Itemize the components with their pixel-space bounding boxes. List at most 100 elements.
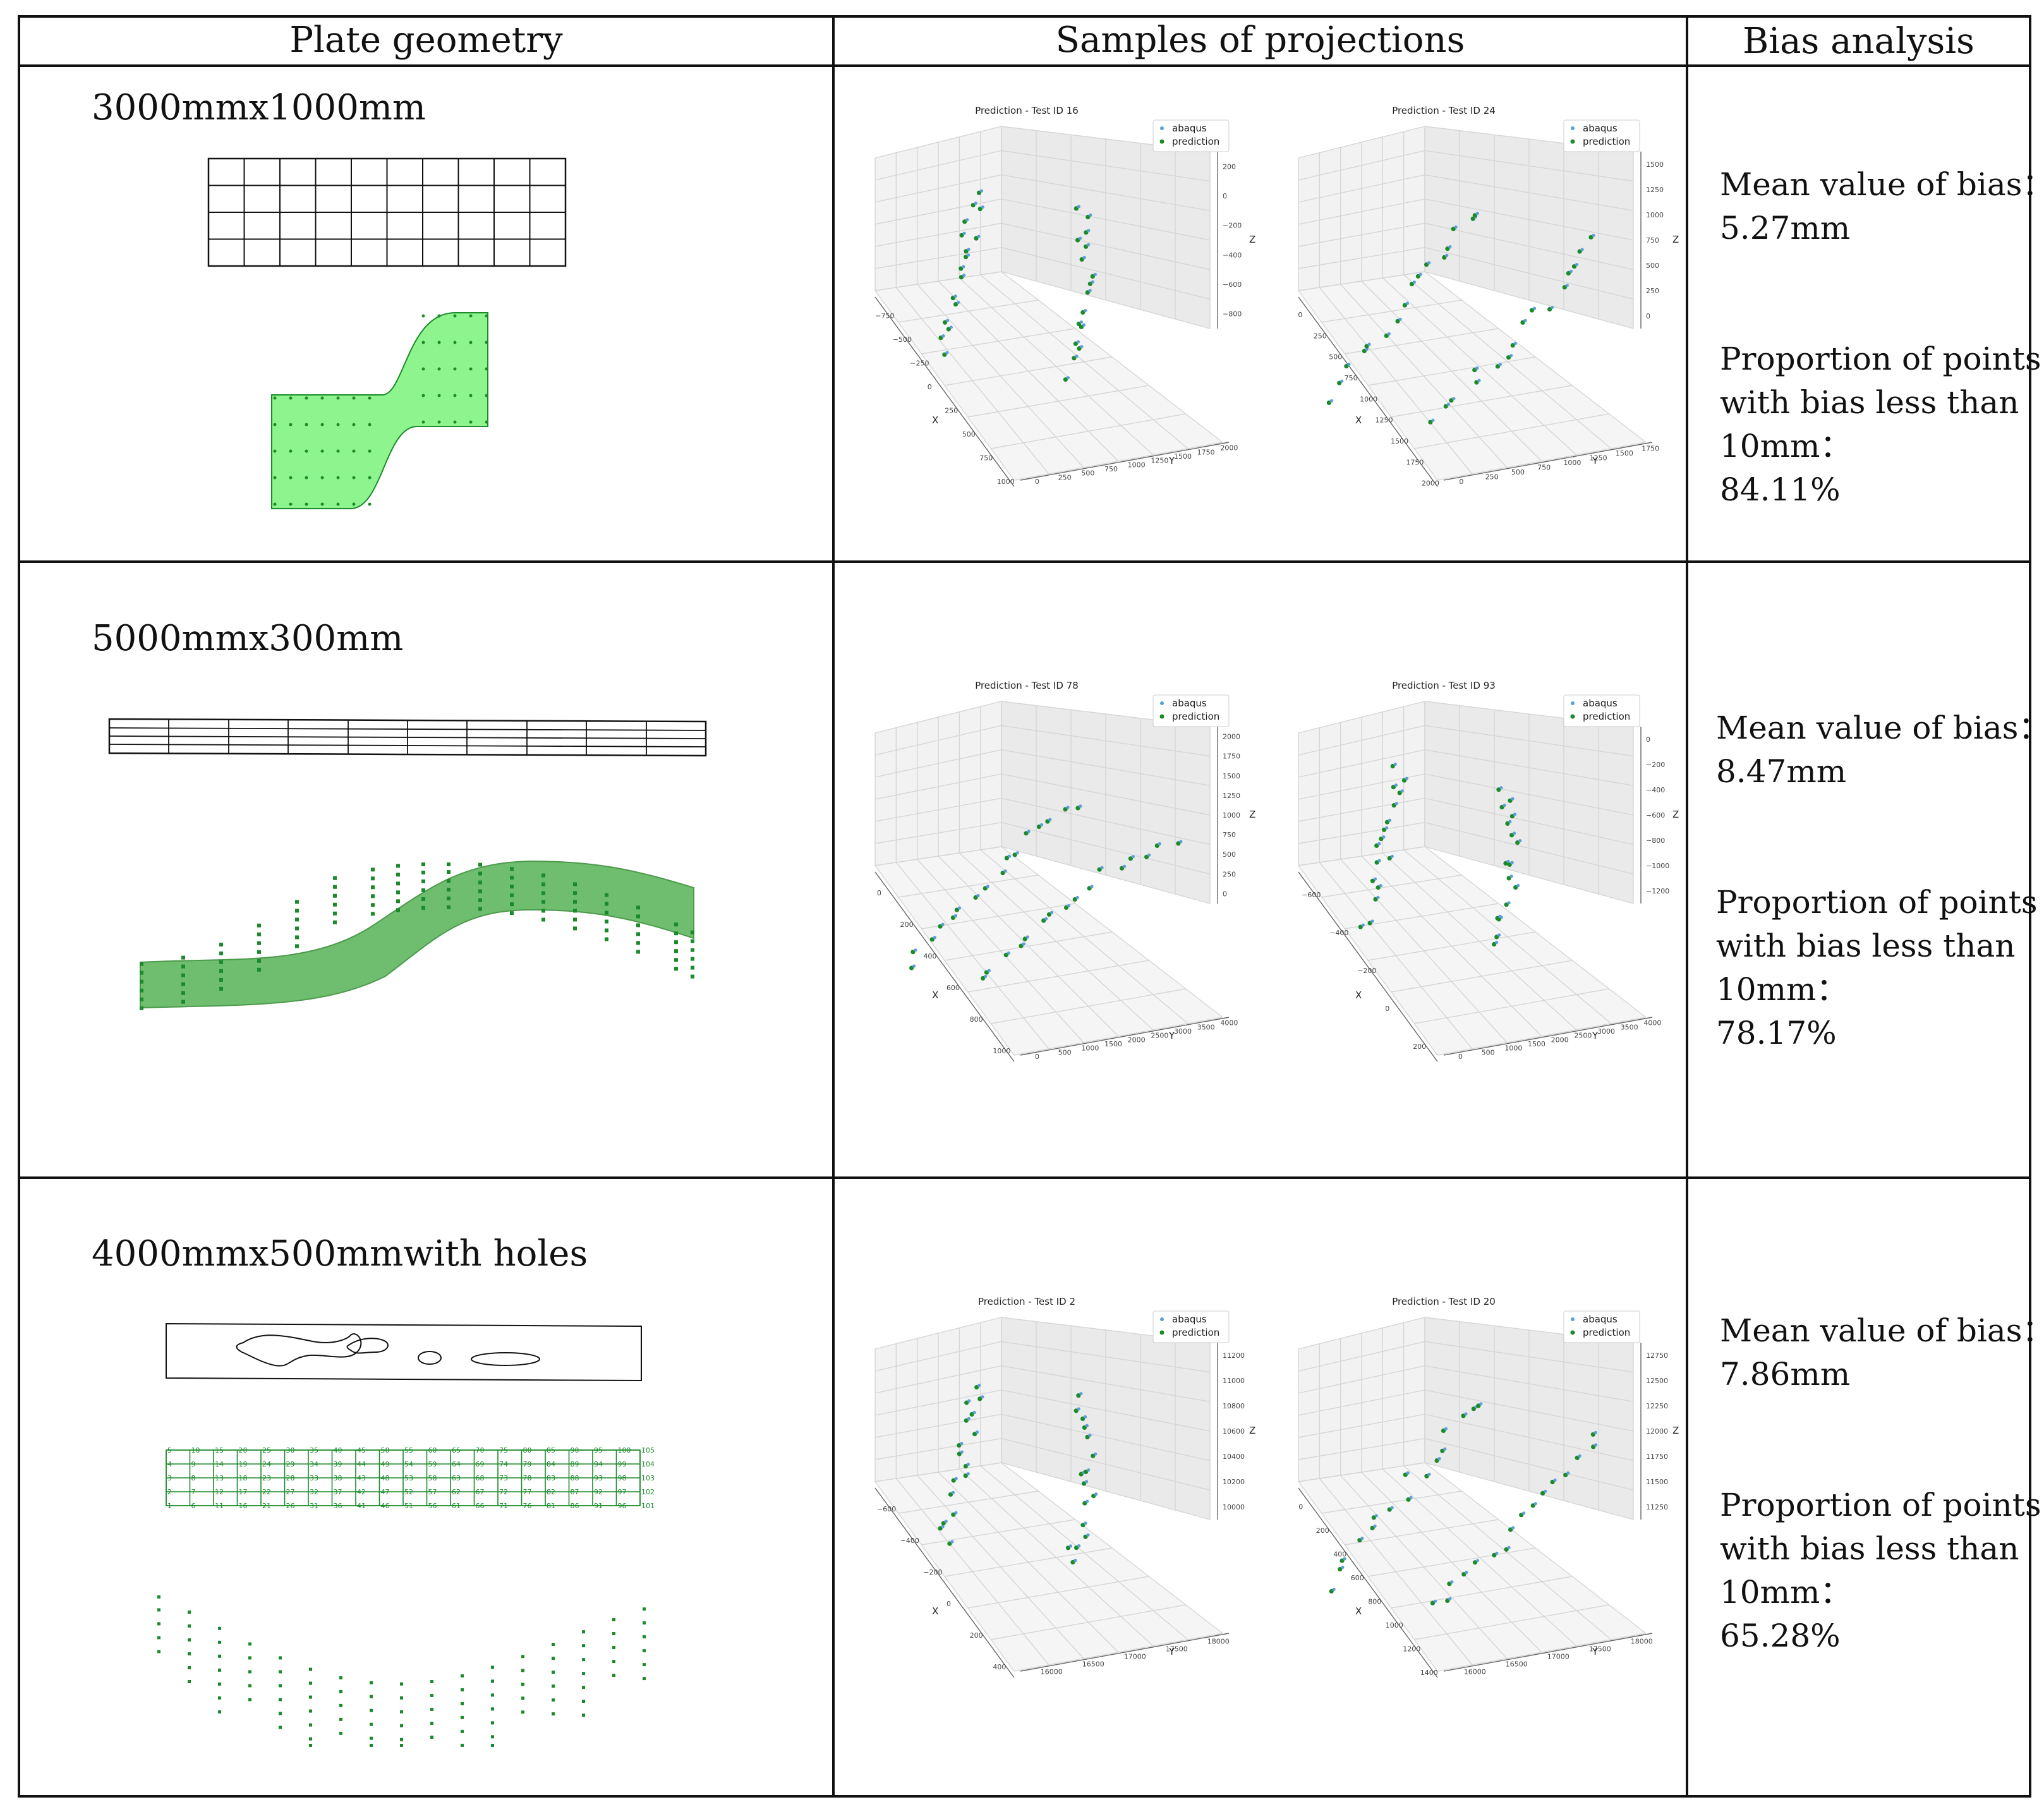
abaqus-point (1405, 301, 1409, 305)
abaqus-point (981, 205, 984, 209)
node-number: 13 (215, 1474, 224, 1482)
legend-label-abaqus: abaqus (1172, 1314, 1207, 1325)
bias-analysis-row-2: Mean value of bias： 8.47mm Proportion of… (1716, 706, 2044, 1055)
node-number: 78 (523, 1474, 532, 1482)
node-dot (248, 1670, 251, 1674)
node-dot (218, 1654, 221, 1658)
mesh-diagram-3000x1000 (207, 157, 567, 267)
projection-plot-test-78: Prediction - Test ID 78 abaqus prediction 0… (874, 680, 1255, 1062)
abaqus-point (1580, 248, 1584, 251)
node-number: 38 (334, 1474, 342, 1482)
abaqus-point (1027, 830, 1031, 833)
node-dot (421, 394, 425, 397)
legend-marker-prediction (1159, 1330, 1164, 1335)
y-tick-label: 1750 (1197, 448, 1215, 456)
x-tick-label: 1000 (1386, 1621, 1403, 1630)
abaqus-point (1475, 212, 1479, 215)
z-tick-label: 0 (1223, 192, 1227, 200)
node-number: 104 (641, 1460, 654, 1468)
y-tick-label: 2000 (1220, 444, 1238, 452)
legend-marker-abaqus (1571, 1317, 1575, 1321)
deformed-plate-3000x1000 (271, 312, 488, 509)
node-dot (582, 1700, 585, 1703)
node-dot (188, 1652, 191, 1655)
node-dot (218, 1640, 221, 1644)
node-dot (320, 423, 324, 426)
node-number: 68 (476, 1474, 485, 1482)
node-dot (582, 1686, 585, 1690)
node-dot (447, 897, 451, 901)
table-border-left (18, 15, 20, 1798)
y-tick-label: 18000 (1631, 1637, 1653, 1645)
node-dot (309, 1744, 312, 1747)
node-number: 89 (571, 1460, 579, 1468)
proportion-value: 84.11% (1720, 471, 1841, 508)
node-dot (181, 982, 185, 986)
node-number: 4 (167, 1460, 172, 1468)
plot-title: Prediction - Test ID 20 (1392, 1296, 1496, 1307)
abaqus-point (1075, 354, 1079, 358)
node-dot (352, 396, 356, 400)
node-dot (181, 991, 185, 995)
node-dot (333, 885, 337, 889)
node-dot (469, 341, 473, 344)
z-tick-label: −400 (1223, 251, 1242, 259)
node-dot (491, 1735, 494, 1739)
abaqus-point (1077, 205, 1080, 209)
abaqus-point (1347, 363, 1351, 366)
abaqus-point (946, 318, 950, 322)
node-number: 87 (571, 1488, 579, 1496)
node-dot (521, 1696, 524, 1700)
node-dot (461, 1715, 464, 1719)
node-dot (295, 935, 299, 940)
x-axis-label: X (932, 414, 938, 426)
y-tick-label: 3500 (1621, 1023, 1638, 1031)
x-tick-label: 0 (1385, 1005, 1389, 1013)
abaqus-point (1464, 1412, 1468, 1416)
node-dot (248, 1684, 251, 1688)
node-number: 51 (404, 1502, 413, 1510)
node-dot (140, 970, 143, 975)
abaqus-point (1073, 1558, 1077, 1563)
plot-legend: abaqus prediction (1152, 1310, 1230, 1343)
abaqus-point (1131, 855, 1135, 859)
y-tick-label: 1500 (1104, 1040, 1122, 1048)
x-tick-label: 1500 (1391, 437, 1408, 445)
abaqus-point (979, 189, 984, 193)
node-dot (612, 1632, 615, 1636)
y-tick-label: 1000 (1563, 459, 1581, 467)
y-tick-label: 500 (1511, 468, 1525, 476)
node-number: 97 (618, 1488, 627, 1496)
y-tick-label: 1750 (1642, 444, 1659, 452)
node-dot (636, 932, 640, 936)
node-dot (510, 902, 514, 907)
node-dot (430, 1679, 433, 1683)
abaqus-point (1498, 363, 1502, 366)
mean-bias-value: 5.27mm (1720, 210, 1851, 246)
z-tick-label: 12500 (1646, 1377, 1668, 1385)
node-number: 77 (523, 1488, 532, 1496)
z-tick-label: 12750 (1646, 1351, 1668, 1360)
node-dot (370, 1722, 373, 1726)
abaqus-point (1003, 869, 1007, 873)
row-divider-2 (18, 1176, 2031, 1179)
node-dot (333, 920, 337, 924)
z-axis-label: Z (1249, 809, 1255, 820)
node-dot (289, 449, 293, 453)
node-dot (453, 367, 457, 371)
node-dot (279, 1684, 282, 1688)
abaqus-point (1066, 376, 1070, 380)
node-dot (371, 912, 375, 916)
node-number: 91 (594, 1502, 603, 1510)
plot-legend: abaqus prediction (1152, 694, 1230, 727)
projection-plot-test-24: Prediction - Test ID 24 abaqus prediction 0… (1298, 105, 1679, 488)
node-dot (157, 1622, 160, 1626)
node-number: 28 (286, 1474, 295, 1482)
abaqus-point (949, 325, 953, 329)
x-tick-label: 1250 (1376, 416, 1393, 425)
node-dot (181, 973, 185, 977)
node-number: 47 (381, 1488, 390, 1496)
abaqus-point (1578, 1454, 1581, 1458)
node-dot (573, 917, 577, 922)
abaqus-point (1513, 813, 1516, 816)
